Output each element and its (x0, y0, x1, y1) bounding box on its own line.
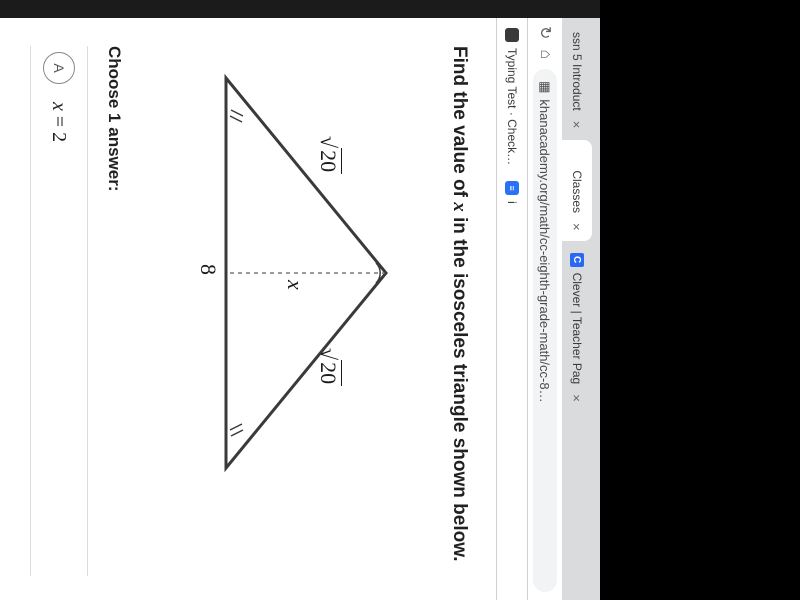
base-angle-tick-left (230, 110, 243, 122)
tab-strip: ssn 5 Introduct × Classes × C Clever | T… (562, 18, 600, 600)
bookmark-typing-test[interactable]: Typing Test · Check… (505, 28, 519, 165)
url-text: khanacademy.org/math/cc-eighth-grade-mat… (538, 99, 553, 402)
close-icon[interactable]: × (570, 394, 585, 402)
question-text: Find the value of x in the isosceles tri… (448, 46, 470, 562)
base-angle-tick-right (230, 424, 243, 436)
right-side-label: √20 (315, 348, 341, 386)
answer-option-a[interactable]: A x = 2 (30, 46, 88, 576)
home-icon[interactable]: ⌂ (536, 49, 554, 59)
bookmark-icon (505, 28, 519, 42)
bookmark-label: Typing Test · Check… (505, 48, 519, 165)
bookmark-i[interactable]: ≡ i (505, 181, 519, 204)
url-field[interactable]: ▦ khanacademy.org/math/cc-eighth-grade-m… (533, 69, 557, 592)
clever-icon: C (570, 253, 584, 267)
height-label: x (282, 280, 308, 290)
tab-label: Clever | Teacher Pag (570, 273, 584, 385)
address-bar: ↻ ⌂ ▦ khanacademy.org/math/cc-eighth-gra… (527, 18, 562, 600)
bookmarks-bar: Typing Test · Check… ≡ i (496, 18, 527, 600)
tab-label: ssn 5 Introduct (570, 32, 584, 111)
reload-icon[interactable]: ↻ (535, 26, 555, 39)
option-letter-circle: A (43, 52, 75, 84)
close-icon[interactable]: × (570, 223, 585, 231)
left-side-label: √20 (315, 136, 341, 174)
option-expression: x = 2 (48, 102, 71, 142)
bookmark-label: i (505, 201, 519, 204)
triangle-figure: √20 √20 x 8 (186, 58, 426, 488)
tab-other-2[interactable]: C Clever | Teacher Pag × (562, 243, 592, 412)
choose-answer-label: Choose 1 answer: (104, 46, 124, 192)
base-label: 8 (195, 264, 221, 275)
page-content: Find the value of x in the isosceles tri… (0, 18, 496, 600)
tab-active[interactable]: Classes × (562, 140, 592, 240)
bookmark-icon: ≡ (505, 181, 519, 195)
classroom-icon (570, 150, 584, 164)
tab-label: Classes (570, 170, 584, 213)
close-icon[interactable]: × (570, 121, 585, 129)
tab-other-1[interactable]: ssn 5 Introduct × (562, 22, 592, 138)
